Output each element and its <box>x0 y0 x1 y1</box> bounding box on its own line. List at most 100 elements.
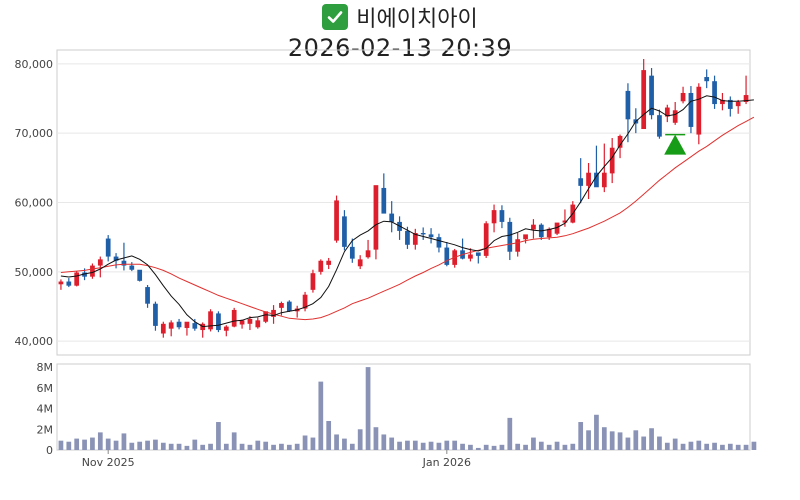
candle <box>381 173 387 214</box>
candle <box>397 216 402 240</box>
volume-bar <box>578 422 584 450</box>
candle <box>129 262 135 272</box>
candle-body <box>609 147 615 174</box>
candle <box>468 248 473 262</box>
volume-bar <box>389 437 395 450</box>
candle-body <box>428 234 434 238</box>
candle <box>90 263 95 279</box>
volume-pane: 0 2M 4M 6M 8M Nov 2025 Jan 2026 <box>37 361 757 469</box>
candle-body <box>436 237 442 248</box>
candle <box>515 233 521 257</box>
candle <box>507 217 513 261</box>
candle-body <box>82 272 87 277</box>
candle-body <box>263 311 269 322</box>
candle <box>153 301 158 331</box>
candle <box>672 101 678 125</box>
volume-bar <box>538 441 544 450</box>
candle-body <box>735 101 741 107</box>
volume-bar <box>531 437 536 450</box>
volume-bar <box>680 443 686 450</box>
candle-body <box>720 99 725 105</box>
candle <box>184 321 190 336</box>
volume-bar <box>428 441 434 450</box>
volume-bar <box>302 435 308 450</box>
candle <box>121 242 127 271</box>
candle-body <box>649 75 654 116</box>
price-pane: 40,000 50,000 60,000 70,000 80,000 <box>15 49 755 356</box>
volume-bar <box>460 443 465 450</box>
candle <box>74 271 80 287</box>
candle <box>562 209 568 227</box>
candle <box>712 75 717 109</box>
candle-body <box>192 323 198 329</box>
volume-bar <box>499 444 505 450</box>
candle-body <box>672 110 678 123</box>
volume-bar <box>696 440 702 450</box>
candle-body <box>483 223 489 256</box>
candle <box>696 83 702 145</box>
volume-bar <box>279 443 284 450</box>
candle <box>176 318 182 330</box>
volume-bar <box>286 444 292 450</box>
candle-body <box>176 321 182 328</box>
volume-bar <box>546 444 552 450</box>
candle <box>475 252 481 264</box>
candle-body <box>223 326 229 331</box>
candle <box>554 222 560 236</box>
candle <box>357 255 363 270</box>
volume-bar <box>74 438 80 450</box>
volume-bar <box>712 442 717 450</box>
volume-bar <box>381 434 387 450</box>
candle <box>625 83 631 143</box>
volume-tick-label: 4M <box>37 403 54 416</box>
volume-bar <box>137 441 143 450</box>
ma5-line <box>60 95 754 328</box>
candle <box>200 322 206 338</box>
volume-bar <box>153 439 158 450</box>
candle-body <box>318 260 324 272</box>
volume-bar <box>349 443 355 450</box>
candle <box>137 269 143 282</box>
candle-body <box>66 281 72 286</box>
buy-signal-icon <box>664 134 687 155</box>
volume-bar <box>633 430 639 450</box>
candle <box>491 204 497 233</box>
volume-bar <box>318 381 324 450</box>
volume-bar <box>586 430 591 450</box>
volume-bar <box>751 441 757 450</box>
candle <box>349 238 355 263</box>
candle <box>97 256 103 278</box>
candle-body <box>625 90 631 120</box>
candle <box>168 320 174 337</box>
candle <box>58 279 64 290</box>
candle-body <box>58 281 64 285</box>
volume-bar <box>672 438 678 450</box>
volume-bar <box>216 422 221 450</box>
volume-bar <box>357 429 363 450</box>
candle <box>617 134 623 159</box>
candle-body <box>247 318 253 324</box>
volume-bar <box>405 440 410 450</box>
candle-body <box>255 320 261 328</box>
candle-body <box>160 323 166 334</box>
volume-bar <box>247 444 253 450</box>
volume-tick-label: 6M <box>37 382 54 395</box>
candle <box>216 311 221 333</box>
volume-bar <box>97 432 103 450</box>
candle-body <box>594 172 599 188</box>
candle <box>436 233 442 253</box>
volume-bar <box>58 440 64 450</box>
volume-bar <box>515 443 521 450</box>
candle-body <box>507 221 513 252</box>
candle-body <box>310 273 316 290</box>
candle-body <box>712 81 717 105</box>
candle <box>428 228 434 244</box>
candle-body <box>342 216 347 247</box>
candle-body <box>373 185 379 250</box>
candle-body <box>145 287 150 304</box>
volume-bar <box>231 432 237 450</box>
candle <box>704 69 710 89</box>
volume-bar <box>334 434 339 450</box>
candle <box>664 104 670 123</box>
candle <box>160 321 166 338</box>
